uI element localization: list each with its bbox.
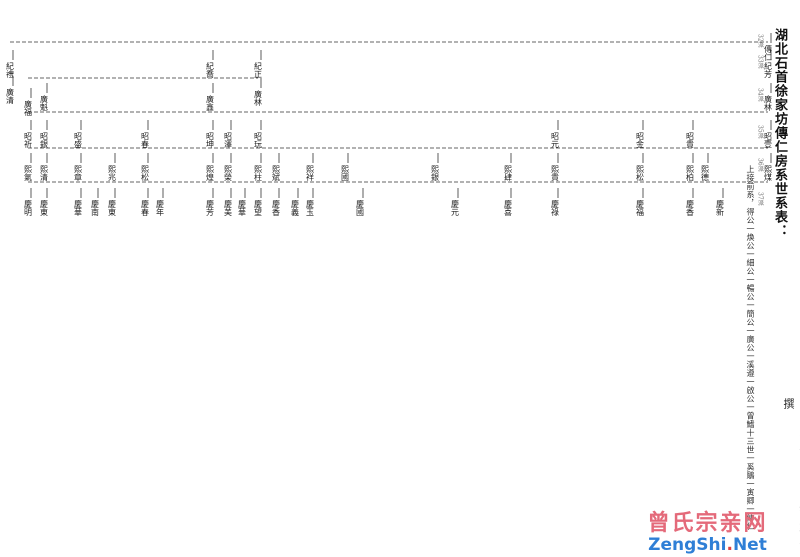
lineage-node: 熙銀 [431,165,440,182]
generation-label: 33派 [757,55,764,69]
lineage-node: 昭壹 [764,132,773,148]
lineage-node: 熙松 [141,165,150,182]
lineage-node: 熙德 [701,165,710,182]
lineage-node: 慶國 [356,199,365,217]
lineage-node: 熙國 [341,165,350,182]
generation-label: 37派 [757,192,764,206]
lineage-node: 廣魁 [40,94,49,112]
lineage-note: 上接前系，得公一煥公一細公一暢公一簡公一廣公一溪遵一啟公一曾鰭十三世一奚鵰一寅卿… [746,165,755,531]
lineage-node: 廣林 [254,89,263,107]
lineage-node: 昭祈 [24,132,33,149]
watermark-en-main: ZengShi [648,535,727,555]
lineage-node: 熙松 [636,165,645,182]
watermark-en-dot: . [726,535,733,555]
lineage-node: 慶春 [141,199,150,216]
lineage-node: 慶南 [91,199,100,216]
author-credit: 七十六派石首曾立平（繁遷）謹撰 [782,398,800,552]
connector-lines [10,33,772,198]
lineage-node: 廣林 [764,94,773,112]
lineage-node: 慶福 [636,199,645,217]
lineage-node: 昭玩 [254,132,263,149]
lineage-node: 熙榮 [224,165,233,182]
lineage-node: 廣鑫 [206,94,215,112]
lineage-node: 熙肆 [504,165,513,182]
lineage-node: 昭元 [551,132,560,149]
lineage-node: 昭澤 [224,132,233,148]
lineage-node: 熙祥 [306,165,315,182]
lineage-node: 紀禮 [6,61,15,79]
lineage-node: 慶元 [451,199,460,217]
watermark-en-tail: Net [732,535,767,555]
lineage-node: 紀喬 [206,61,215,79]
lineage-node: 慶華 [238,199,247,216]
lineage-node: 慶芳 [206,199,215,217]
lineage-node: 熙柏 [686,165,695,182]
lineage-node: 慶東 [108,199,117,217]
lineage-node: 熙兆 [108,165,117,182]
lineage-node: 熙煤 [764,165,773,182]
lineage-node: 慶義 [291,199,300,216]
lineage-node: 紀正 [254,61,263,78]
generation-label: 36派 [757,158,764,172]
lineage-node: 熙貴 [551,165,560,182]
lineage-node: 熙斌 [272,165,281,182]
lineage-node: 慶東 [40,199,49,217]
lineage-node: 昭貴 [686,132,695,149]
lineage-node: 慶美 [224,199,233,217]
lineage-node: 熙章 [74,165,83,181]
lineage-node: 昭金 [636,132,645,148]
lineage-node: 熙清 [40,165,49,182]
lineage-node: 慶祿 [551,199,560,216]
lineage-node: 昭銀 [40,132,49,149]
lineage-node: 慶玉 [306,199,315,216]
lineage-node: 昭春 [141,132,150,148]
lineage-node: 紀芳 [764,61,773,79]
lineage-node: 慶香 [686,199,695,217]
watermark-cn: 曾氏宗亲网 [647,511,768,536]
lineage-node: 慶喜 [504,199,513,217]
lineage-node: 慶明 [24,199,33,217]
lineage-node: 廣福 [24,99,33,117]
lineage-node: 熙柱 [254,165,263,182]
lineage-node: 慶華 [74,199,83,216]
generation-label: 35派 [757,125,764,139]
lineage-node: 熙氣 [24,165,33,181]
lineage-node: 慶年 [156,199,165,217]
lineage-node: 昭盛 [74,132,83,148]
watermark-en: ZengShi.Net [615,535,800,555]
generation-label: 34派 [757,88,764,102]
generation-markers: 32派 33派 34派 35派 36派 37派 [757,34,764,206]
watermark: 曾氏宗亲网 ZengShi.Net [615,505,800,555]
lineage-node: 廣清 [6,87,15,105]
lineage-node: 熙煌 [206,165,215,182]
lineage-node: 慶望 [254,199,263,216]
page-title: 湖北石首徐家坊傳仁房系世系表： [772,28,787,238]
lineage-node: 慶香 [272,199,281,217]
lineage-node: 傳仁 [764,44,773,61]
lineage-node: 昭坤 [206,132,215,149]
generation-label: 32派 [757,34,764,48]
lineage-node: 慶新 [716,199,725,217]
